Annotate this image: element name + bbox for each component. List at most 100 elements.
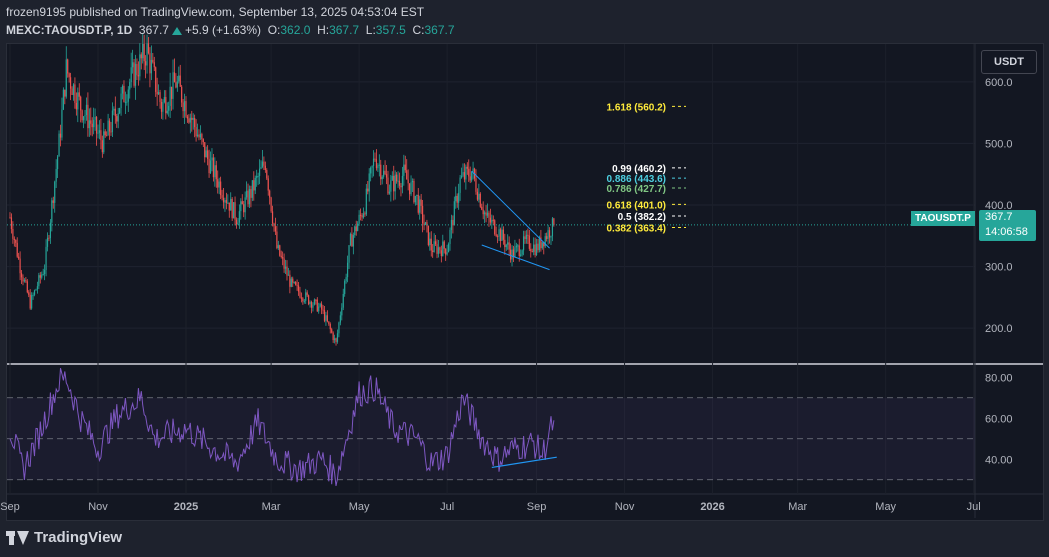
candle-body	[492, 219, 494, 221]
candle-body	[132, 62, 134, 68]
candle-body	[368, 173, 370, 192]
candle-body	[394, 174, 396, 192]
candle-body	[378, 164, 380, 166]
candle-body	[517, 245, 519, 247]
candle-body	[481, 206, 483, 210]
candle-body	[71, 88, 73, 95]
candle-body	[39, 275, 41, 278]
candle-body	[466, 166, 468, 169]
high-value: 367.7	[329, 23, 360, 37]
date-axis-tick: Jul	[440, 501, 454, 513]
candle-body	[185, 101, 187, 117]
candle-body	[345, 277, 347, 281]
candle-body	[127, 89, 129, 102]
candle-body	[355, 226, 357, 231]
candle-body	[211, 157, 213, 161]
candle-body	[169, 86, 171, 106]
candle-body	[543, 242, 545, 247]
candle-body	[90, 120, 92, 124]
candle-body	[155, 67, 157, 92]
candle-body	[313, 299, 315, 305]
candle-body	[407, 179, 409, 184]
candle-body	[218, 181, 220, 188]
candle-body	[114, 108, 116, 117]
candle-body	[475, 178, 477, 192]
candle-body	[326, 315, 328, 322]
candle-body	[271, 211, 274, 224]
candle-body	[199, 134, 202, 138]
candle-body	[548, 230, 551, 238]
candle-body	[264, 165, 266, 171]
candle-body	[235, 219, 238, 225]
candle-body	[462, 172, 464, 176]
candle-body	[58, 133, 60, 157]
candle-body	[400, 185, 402, 188]
candle-body	[245, 190, 248, 198]
candle-body	[116, 116, 118, 122]
price-tag-value: 367.7	[985, 211, 1013, 223]
candle-body	[436, 244, 438, 254]
candle-body	[303, 300, 305, 302]
currency-button[interactable]: USDT	[981, 50, 1037, 74]
candle-body	[413, 180, 415, 203]
candle-body	[68, 73, 70, 78]
candle-body	[322, 309, 324, 311]
fib-level-label: 0.382 (363.4)	[607, 224, 667, 235]
candle-body	[341, 307, 343, 316]
candle-body	[54, 181, 56, 203]
candle-body	[87, 104, 89, 129]
candle-body	[279, 245, 281, 256]
tradingview-footer[interactable]: TradingView	[6, 529, 122, 546]
candle-body	[65, 59, 67, 97]
candle-body	[81, 110, 83, 121]
candle-body	[121, 85, 124, 94]
candle-body	[332, 332, 334, 341]
candle-body	[72, 84, 75, 95]
candle-body	[181, 86, 183, 103]
candle-body	[463, 172, 466, 180]
candle-body	[9, 217, 11, 219]
candle-body	[247, 190, 249, 205]
candle-body	[460, 175, 463, 178]
trendline-upper	[471, 170, 550, 249]
candle-body	[217, 179, 219, 188]
candle-body	[359, 214, 362, 216]
candle-body	[214, 165, 216, 178]
price-axis-tick: 600.0	[985, 77, 1013, 89]
candle-body	[358, 214, 360, 224]
chart-panel[interactable]	[6, 43, 1044, 521]
candle-body	[521, 250, 523, 255]
candle-body	[113, 108, 115, 111]
candle-body	[253, 180, 255, 191]
brand-label: TradingView	[34, 529, 123, 546]
candle-body	[321, 303, 323, 310]
fib-level-label: 0.786 (427.7)	[607, 184, 667, 195]
candle-body	[502, 229, 504, 240]
candle-body	[498, 229, 500, 237]
candle-body	[544, 236, 546, 247]
candle-body	[286, 266, 288, 276]
candle-body	[234, 202, 236, 220]
candle-body	[179, 75, 181, 87]
high-label: H:	[317, 23, 330, 37]
candle-body	[410, 182, 412, 195]
candle-body	[541, 242, 543, 249]
candle-body	[283, 258, 285, 269]
fib-level-label: 0.5 (382.2)	[618, 212, 666, 223]
candle-body	[231, 198, 233, 219]
candle-body	[414, 195, 416, 203]
candle-body	[361, 215, 363, 218]
candle-body	[471, 171, 473, 181]
candle-body	[316, 299, 318, 312]
rsi-axis-tick: 80.00	[985, 372, 1013, 384]
candle-body	[240, 201, 242, 212]
candle-body	[55, 169, 57, 182]
candle-body	[494, 220, 496, 235]
candle-body	[440, 250, 442, 257]
candle-body	[61, 109, 63, 138]
candle-body	[315, 299, 317, 301]
candle-body	[20, 273, 23, 278]
candle-body	[452, 219, 454, 226]
candle-body	[170, 86, 173, 99]
